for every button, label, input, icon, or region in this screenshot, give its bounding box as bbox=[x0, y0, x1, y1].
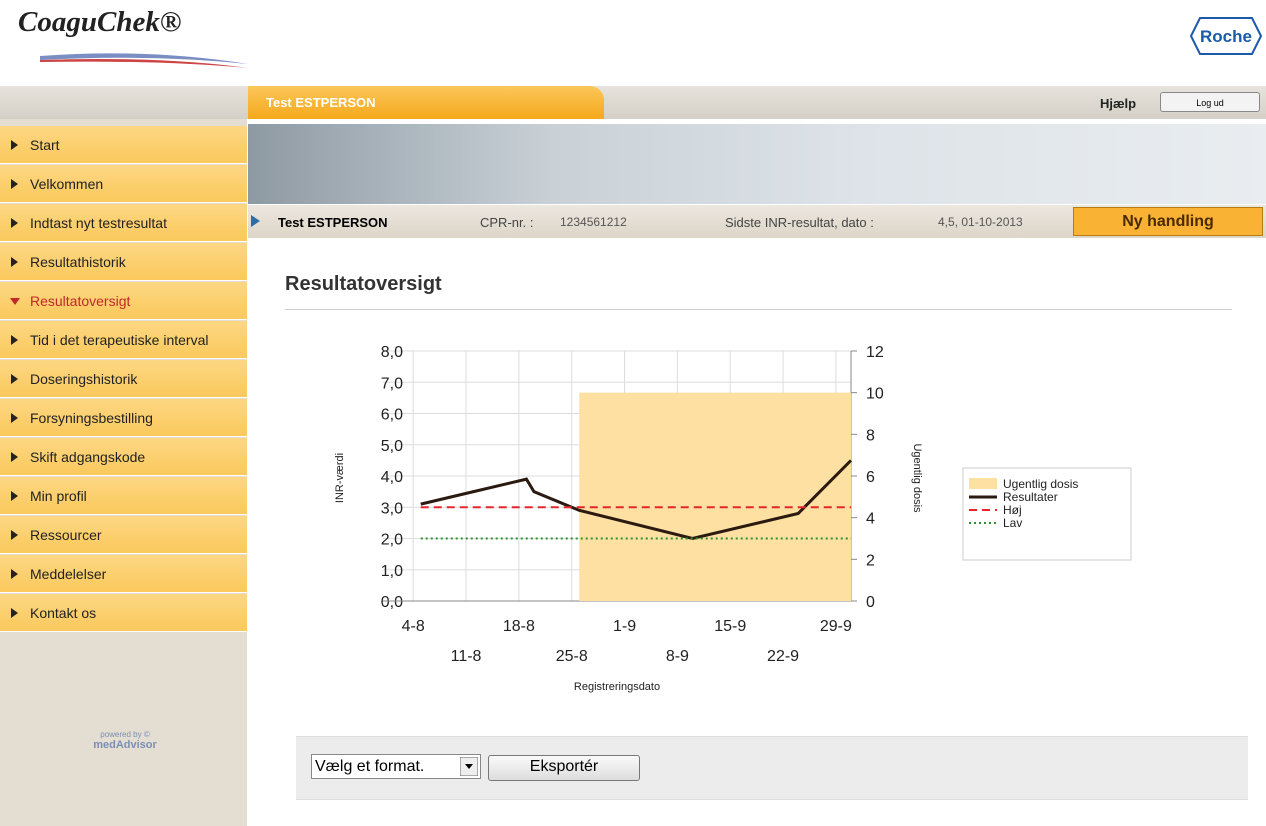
x-tick-label: 18-8 bbox=[503, 618, 535, 635]
y2-tick-label: 4 bbox=[866, 511, 875, 528]
dose-area bbox=[579, 393, 851, 601]
nav-item[interactable]: Resultatoversigt bbox=[0, 282, 247, 320]
nav-item[interactable]: Kontakt os bbox=[0, 594, 247, 632]
y-tick-label: 6,0 bbox=[381, 407, 403, 424]
y2-tick-label: 6 bbox=[866, 469, 875, 486]
nav-item[interactable]: Min profil bbox=[0, 477, 247, 515]
y2-tick-label: 10 bbox=[866, 386, 884, 403]
x-tick-label: 25-8 bbox=[556, 648, 588, 665]
y-axis-label: INR-værdi bbox=[334, 453, 346, 503]
x-tick-label: 29-9 bbox=[820, 618, 852, 635]
nav-item[interactable]: Doseringshistorik bbox=[0, 360, 247, 398]
x-tick-label: 22-9 bbox=[767, 648, 799, 665]
nav-item[interactable]: Forsyningsbestilling bbox=[0, 399, 247, 437]
nav-item[interactable]: Meddelelser bbox=[0, 555, 247, 593]
y-tick-label: 0,0 bbox=[381, 594, 403, 611]
x-tick-label: 15-9 bbox=[714, 618, 746, 635]
legend-swatch bbox=[969, 478, 997, 489]
y2-tick-label: 8 bbox=[866, 427, 875, 444]
y-tick-label: 2,0 bbox=[381, 532, 403, 549]
x-axis-label: Registreringsdato bbox=[574, 681, 660, 693]
y-tick-label: 8,0 bbox=[381, 344, 403, 361]
legend-label: Høj bbox=[1003, 503, 1022, 517]
y-tick-label: 3,0 bbox=[381, 500, 403, 517]
x-tick-label: 4-8 bbox=[402, 618, 425, 635]
nav-item[interactable]: Indtast nyt testresultat bbox=[0, 204, 247, 242]
y-tick-label: 5,0 bbox=[381, 438, 403, 455]
page: CoaguChek® Roche Test ESTPERSON Hjælp Lo… bbox=[0, 0, 1266, 826]
x-tick-label: 8-9 bbox=[666, 648, 689, 665]
y2-tick-label: 12 bbox=[866, 344, 884, 361]
legend-label: Lav bbox=[1003, 516, 1022, 530]
legend-label: Ugentlig dosis bbox=[1003, 477, 1078, 491]
y2-tick-label: 2 bbox=[866, 552, 875, 569]
y-tick-label: 1,0 bbox=[381, 563, 403, 580]
nav-item[interactable]: Resultathistorik bbox=[0, 243, 247, 281]
y2-axis-label: Ugentlig dosis bbox=[911, 443, 923, 513]
y-tick-label: 7,0 bbox=[381, 375, 403, 392]
legend-label: Resultater bbox=[1003, 490, 1058, 504]
nav-item[interactable]: Start bbox=[0, 126, 247, 164]
nav-item[interactable]: Skift adgangskode bbox=[0, 438, 247, 476]
y-tick-label: 4,0 bbox=[381, 469, 403, 486]
nav-item[interactable]: Tid i det terapeutiske interval bbox=[0, 321, 247, 359]
x-tick-label: 1-9 bbox=[613, 618, 636, 635]
y2-tick-label: 0 bbox=[866, 594, 875, 611]
x-tick-label: 11-8 bbox=[451, 648, 482, 665]
nav-item[interactable]: Ressourcer bbox=[0, 516, 247, 554]
nav-item[interactable]: Velkommen bbox=[0, 165, 247, 203]
